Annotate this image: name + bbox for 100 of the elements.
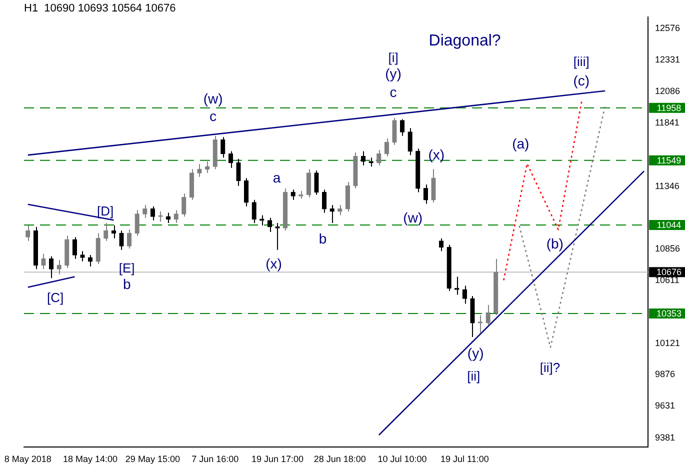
candlestick xyxy=(26,225,30,242)
line-series xyxy=(503,100,582,281)
annotation: (b) xyxy=(546,236,564,252)
annotation: a xyxy=(272,169,281,186)
x-tick-label: 28 Jun 18:00 xyxy=(314,454,366,464)
y-tick-label: 12331 xyxy=(654,54,680,65)
candlestick xyxy=(150,206,156,221)
y-tick-label: 9631 xyxy=(654,400,676,411)
candlestick xyxy=(298,190,304,200)
candlestick xyxy=(290,189,296,200)
candlestick xyxy=(275,222,280,250)
ref-line-label: 11958 xyxy=(656,102,682,113)
candlestick xyxy=(142,204,148,218)
candlestick xyxy=(134,210,140,236)
candlestick xyxy=(166,212,171,224)
y-tick-label: 11346 xyxy=(654,180,680,191)
candlestick xyxy=(197,164,202,178)
annotation: (x) xyxy=(266,256,282,272)
y-tick-label: 11841 xyxy=(654,117,680,128)
candlestick xyxy=(446,244,452,292)
annotation: (w) xyxy=(403,210,423,226)
candlestick xyxy=(462,285,468,304)
annotation: (a) xyxy=(512,136,530,152)
candlestick xyxy=(72,236,78,260)
x-tick-label: 19 Jun 17:00 xyxy=(251,454,304,464)
candlestick xyxy=(408,128,412,156)
candlestick xyxy=(423,184,428,204)
annotation: [ii]? xyxy=(540,360,560,376)
candlestick xyxy=(174,210,178,224)
x-tick-label: 19 Jul 11:00 xyxy=(440,454,489,464)
candlestick xyxy=(182,193,186,218)
y-tick-label: 10856 xyxy=(654,244,680,254)
candlestick xyxy=(80,250,85,262)
annotation: c xyxy=(210,108,217,124)
x-tick-label: 29 May 15:00 xyxy=(125,454,180,464)
annotation: b xyxy=(122,276,131,292)
candlestick xyxy=(438,238,444,252)
ref-line-label: 11044 xyxy=(656,220,682,230)
annotation: b xyxy=(318,230,327,247)
ref-line-label: 10676 xyxy=(656,267,682,278)
candlestick xyxy=(96,232,100,264)
x-tick-label: 10 Jul 10:00 xyxy=(378,454,427,464)
annotation: [E] xyxy=(118,260,135,276)
candlestick xyxy=(384,138,390,157)
candlestick xyxy=(236,158,241,186)
y-tick-label: 10611 xyxy=(654,274,680,285)
candlestick xyxy=(330,204,334,224)
annotation: (c) xyxy=(573,72,590,88)
candlestick xyxy=(322,189,327,214)
candlestick xyxy=(376,149,382,166)
y-tick-label: 12576 xyxy=(654,23,680,34)
ref-line-label: 11549 xyxy=(656,155,682,166)
candlestick xyxy=(56,260,62,275)
y-tick-label: 12086 xyxy=(654,86,680,96)
x-tick-label: 8 May 2018 xyxy=(4,454,52,464)
candlestick xyxy=(282,188,288,232)
candlestick xyxy=(360,150,366,166)
annotation: (w) xyxy=(203,90,223,107)
candlestick xyxy=(470,296,475,338)
candlestick xyxy=(353,152,358,189)
annotation: [C] xyxy=(47,290,64,306)
candlestick xyxy=(252,199,256,224)
candlestick xyxy=(338,204,342,216)
y-tick-label: 9381 xyxy=(654,432,676,443)
candlestick xyxy=(400,118,405,136)
candlestick xyxy=(189,168,194,200)
annotation: (x) xyxy=(428,146,445,162)
candlestick xyxy=(212,135,218,170)
ref-line-label: 10353 xyxy=(656,308,682,319)
annotation: [i] xyxy=(388,50,398,66)
annotation: Diagonal? xyxy=(428,32,501,50)
y-tick-label: 10121 xyxy=(654,338,680,348)
annotation: (y) xyxy=(385,66,402,82)
candlestick xyxy=(345,181,350,212)
candlestick xyxy=(158,210,163,222)
candlestick xyxy=(88,254,93,268)
candlestick xyxy=(228,150,234,168)
candlestick xyxy=(267,217,272,232)
annotation: c xyxy=(390,84,397,100)
x-tick-label: 7 Jun 16:00 xyxy=(192,454,239,464)
candlestick xyxy=(48,256,54,279)
y-tick-label: 9876 xyxy=(654,369,676,380)
candlestick xyxy=(494,258,498,316)
candlestick xyxy=(454,276,460,296)
chart-subtitle: H1 10690 10693 10564 10676 xyxy=(24,2,176,15)
annotation: [iii] xyxy=(573,54,590,69)
candlestick xyxy=(64,235,70,268)
candlestick xyxy=(431,168,436,203)
annotation: (y) xyxy=(467,344,484,361)
candlestick xyxy=(244,178,249,207)
candlestick xyxy=(119,230,124,250)
candlestick xyxy=(33,226,38,270)
candlestick xyxy=(41,253,46,270)
x-tick-label: 18 May 14:00 xyxy=(63,454,118,464)
candlestick xyxy=(314,170,319,196)
candlestick xyxy=(220,136,226,158)
candlestick xyxy=(392,117,397,146)
annotation: [D] xyxy=(96,204,114,219)
candlestick xyxy=(306,168,312,198)
annotation: [ii] xyxy=(467,368,480,384)
